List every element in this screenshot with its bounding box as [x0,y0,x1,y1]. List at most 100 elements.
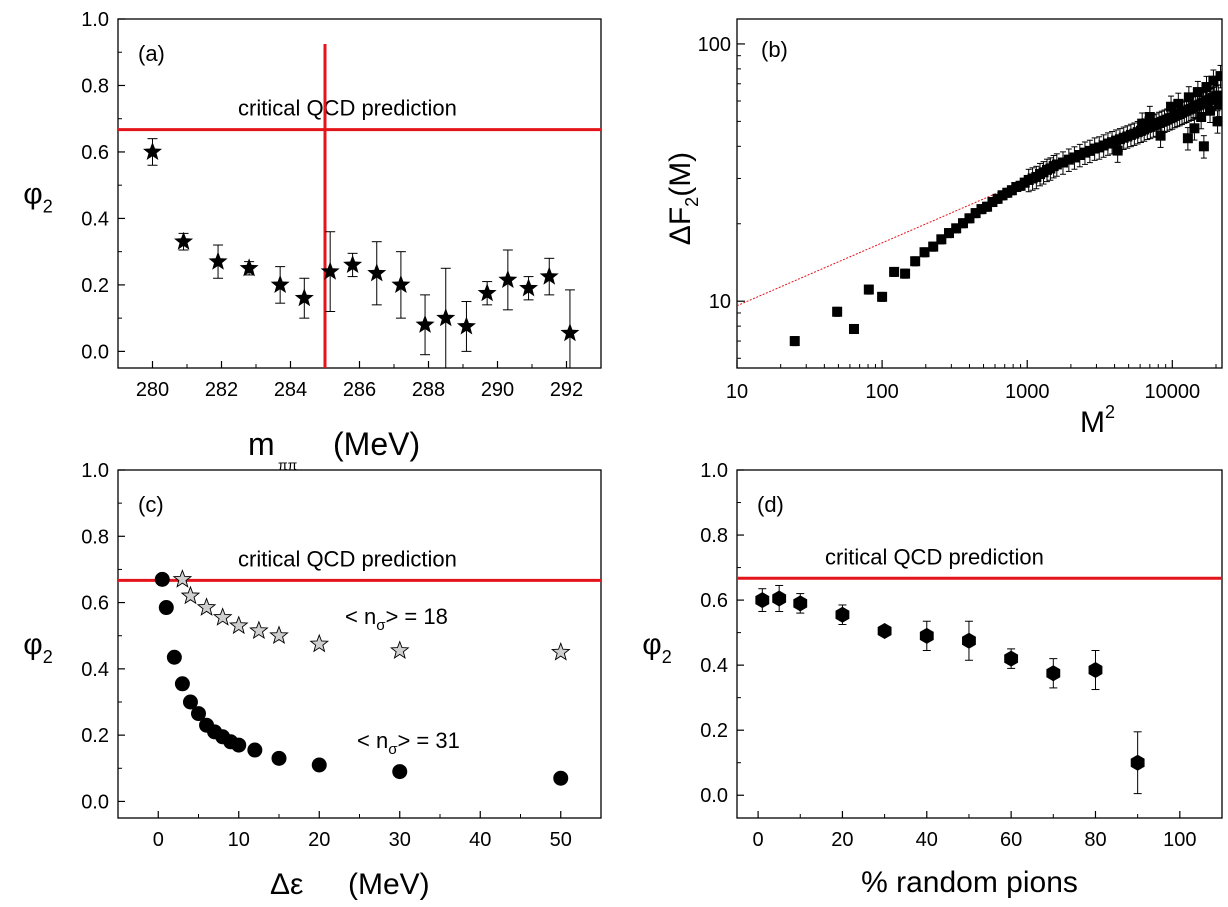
data-points [755,584,1145,795]
critical-qcd-label: critical QCD prediction [238,96,457,121]
x-axis-label-unit: (MeV) [333,426,420,462]
y-tick-label: 0.8 [81,75,109,97]
open-star-marker [196,597,217,616]
square-marker [1183,92,1194,103]
y-tick-label: 1.0 [700,460,728,482]
square-marker [848,323,859,334]
star-marker [498,269,518,289]
hexagon-marker [835,606,850,623]
square-marker [1144,111,1155,122]
x-axis-label-unit: (MeV) [348,868,430,901]
square-marker [1214,99,1222,110]
x-tick-label: 60 [1000,829,1022,851]
open-star-marker [172,569,193,588]
panel-label: (b) [761,37,788,62]
square-marker [1063,154,1074,165]
y-tick-label: 0.0 [81,791,109,813]
x-tick-label: 100 [865,381,898,403]
square-marker [928,241,939,252]
x-axis-label: % random pions [861,866,1078,899]
star-marker [391,274,411,293]
square-marker [964,213,975,224]
x-tick-label: 0 [153,829,164,851]
star-marker [208,251,228,270]
x-tick-label: 30 [389,829,411,851]
plot-frame [736,18,1223,369]
square-marker [1057,157,1068,168]
circle-marker [154,571,170,587]
x-axis-label: m [248,426,275,462]
y-tick-label: 0.4 [81,659,109,681]
star-marker [294,288,314,307]
plot-frame [117,469,602,819]
open-star-marker [269,625,289,645]
star-marker [270,274,290,293]
hexagon-marker [1130,754,1145,771]
square-marker [1198,141,1209,152]
y-tick-label: 0.4 [81,208,109,230]
y-axis-label: φ2 [642,628,671,667]
plot-frame [736,469,1223,819]
square-marker [832,306,843,317]
x-tick-label: 10000 [1145,381,1201,403]
square-marker [987,196,998,207]
y-axis-label: φ2 [23,178,52,217]
critical-qcd-label: critical QCD prediction [238,546,457,571]
square-marker [1196,111,1207,122]
star-marker [539,266,559,285]
x-tick-label: 284 [274,379,307,401]
panel-b: 10 100 1000 10000 10 100 (b) ΔF2(M) M2 [664,18,1223,439]
hexagon-marker [755,592,770,609]
square-marker [958,218,969,229]
star-marker [477,283,497,302]
square-marker [1182,133,1193,144]
y-tick-label: 0.0 [700,785,728,807]
square-marker [936,234,947,245]
square-marker [910,256,921,267]
square-marker [1155,130,1166,141]
open-star-marker [212,607,233,626]
square-marker [976,204,987,215]
square-marker [1074,150,1085,161]
x-tick-label: 290 [481,379,514,401]
circle-marker [271,750,287,766]
star-marker [456,316,476,335]
y-tick-label: 0.2 [81,275,109,297]
circle-marker [166,649,182,665]
power-law-fit-line [737,95,1222,307]
square-marker [863,284,874,295]
circle-marker [247,742,263,758]
y-axis-label: ΔF2(M) [664,152,702,245]
square-marker [900,268,911,279]
x-tick-label: 100 [1163,829,1196,851]
star-marker [239,258,259,277]
hexagon-marker [1046,665,1061,682]
square-marker [889,266,900,277]
square-marker [1173,98,1184,109]
square-marker [943,228,954,239]
open-star-marker [389,640,410,659]
square-marker [970,208,981,219]
square-marker [951,223,962,234]
y-tick-label: 0.8 [700,525,728,547]
hexagon-marker [772,590,787,607]
annotation-n18: < nσ> = 18 [345,604,448,634]
x-tick-label: 80 [1084,829,1106,851]
circle-marker [174,676,190,692]
square-marker [789,336,800,347]
y-tick-label: 0.6 [700,590,728,612]
circle-marker [392,764,408,780]
panel-label: (c) [138,492,164,517]
y-tick-label: 1.0 [81,9,109,31]
star-marker [519,278,539,297]
square-marker [982,201,993,212]
x-tick-label: 0 [753,829,764,851]
square-marker [1166,101,1177,112]
panel-a: 280 282 284 286 288 290 292 0.0 0.2 0.4 0.6 0.8 1.0 (… [23,9,602,473]
panel-label: (d) [757,492,784,517]
y-tick-label: 0.6 [81,142,109,164]
star-marker [142,141,163,161]
square-marker [1208,75,1219,86]
square-marker [1201,82,1212,93]
critical-qcd-label: critical QCD prediction [825,544,1044,569]
